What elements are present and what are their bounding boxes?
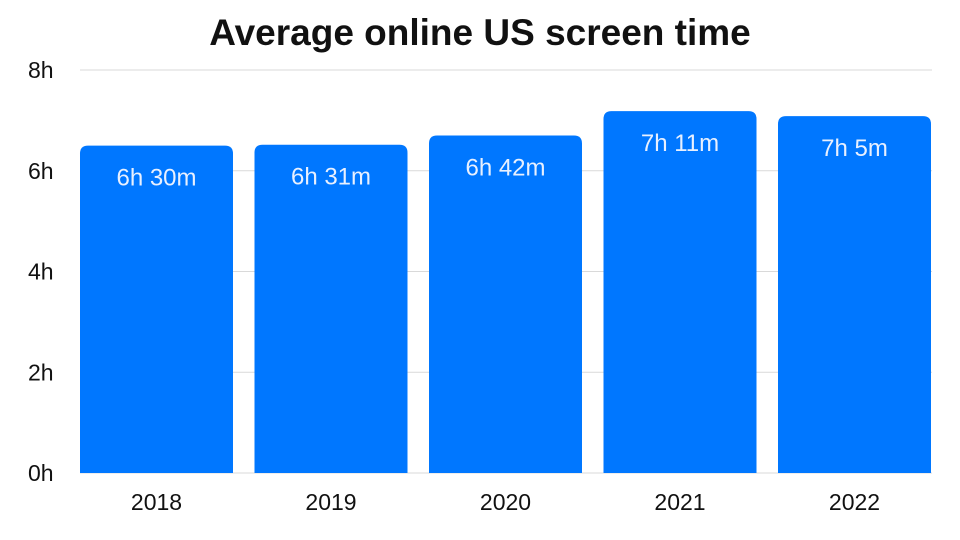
x-tick-label-2022: 2022 [829,489,880,515]
x-tick-label-2019: 2019 [305,489,356,515]
y-tick-label: 8h [28,57,54,83]
data-label-2019: 6h 31m [291,164,371,191]
y-tick-label: 2h [28,359,54,385]
bars: 6h 30m 6h 31m 6h 42m 7h 11m 7h 5m [80,111,931,474]
data-label-2020: 6h 42m [465,154,545,181]
bar-2019 [254,144,408,473]
chart-title: Average online US screen time [209,12,751,53]
data-label-2022: 7h 5m [821,135,888,162]
bar-2018 [80,145,233,473]
y-tick-label: 6h [28,158,54,184]
x-tick-label-2020: 2020 [480,489,531,515]
data-label-2018: 6h 30m [116,165,196,192]
x-tick-label-2021: 2021 [654,489,705,515]
y-axis: 0h 2h 4h 6h 8h [28,57,54,486]
bar-2020 [429,135,582,474]
x-tick-label-2018: 2018 [131,489,182,515]
x-axis: 2018 2019 2020 2021 2022 [131,489,880,515]
data-label-2021: 7h 11m [641,130,719,157]
bar-2022 [778,116,931,473]
y-tick-label: 4h [28,259,54,285]
y-tick-label: 0h [28,460,54,486]
bar-2021 [603,111,757,473]
